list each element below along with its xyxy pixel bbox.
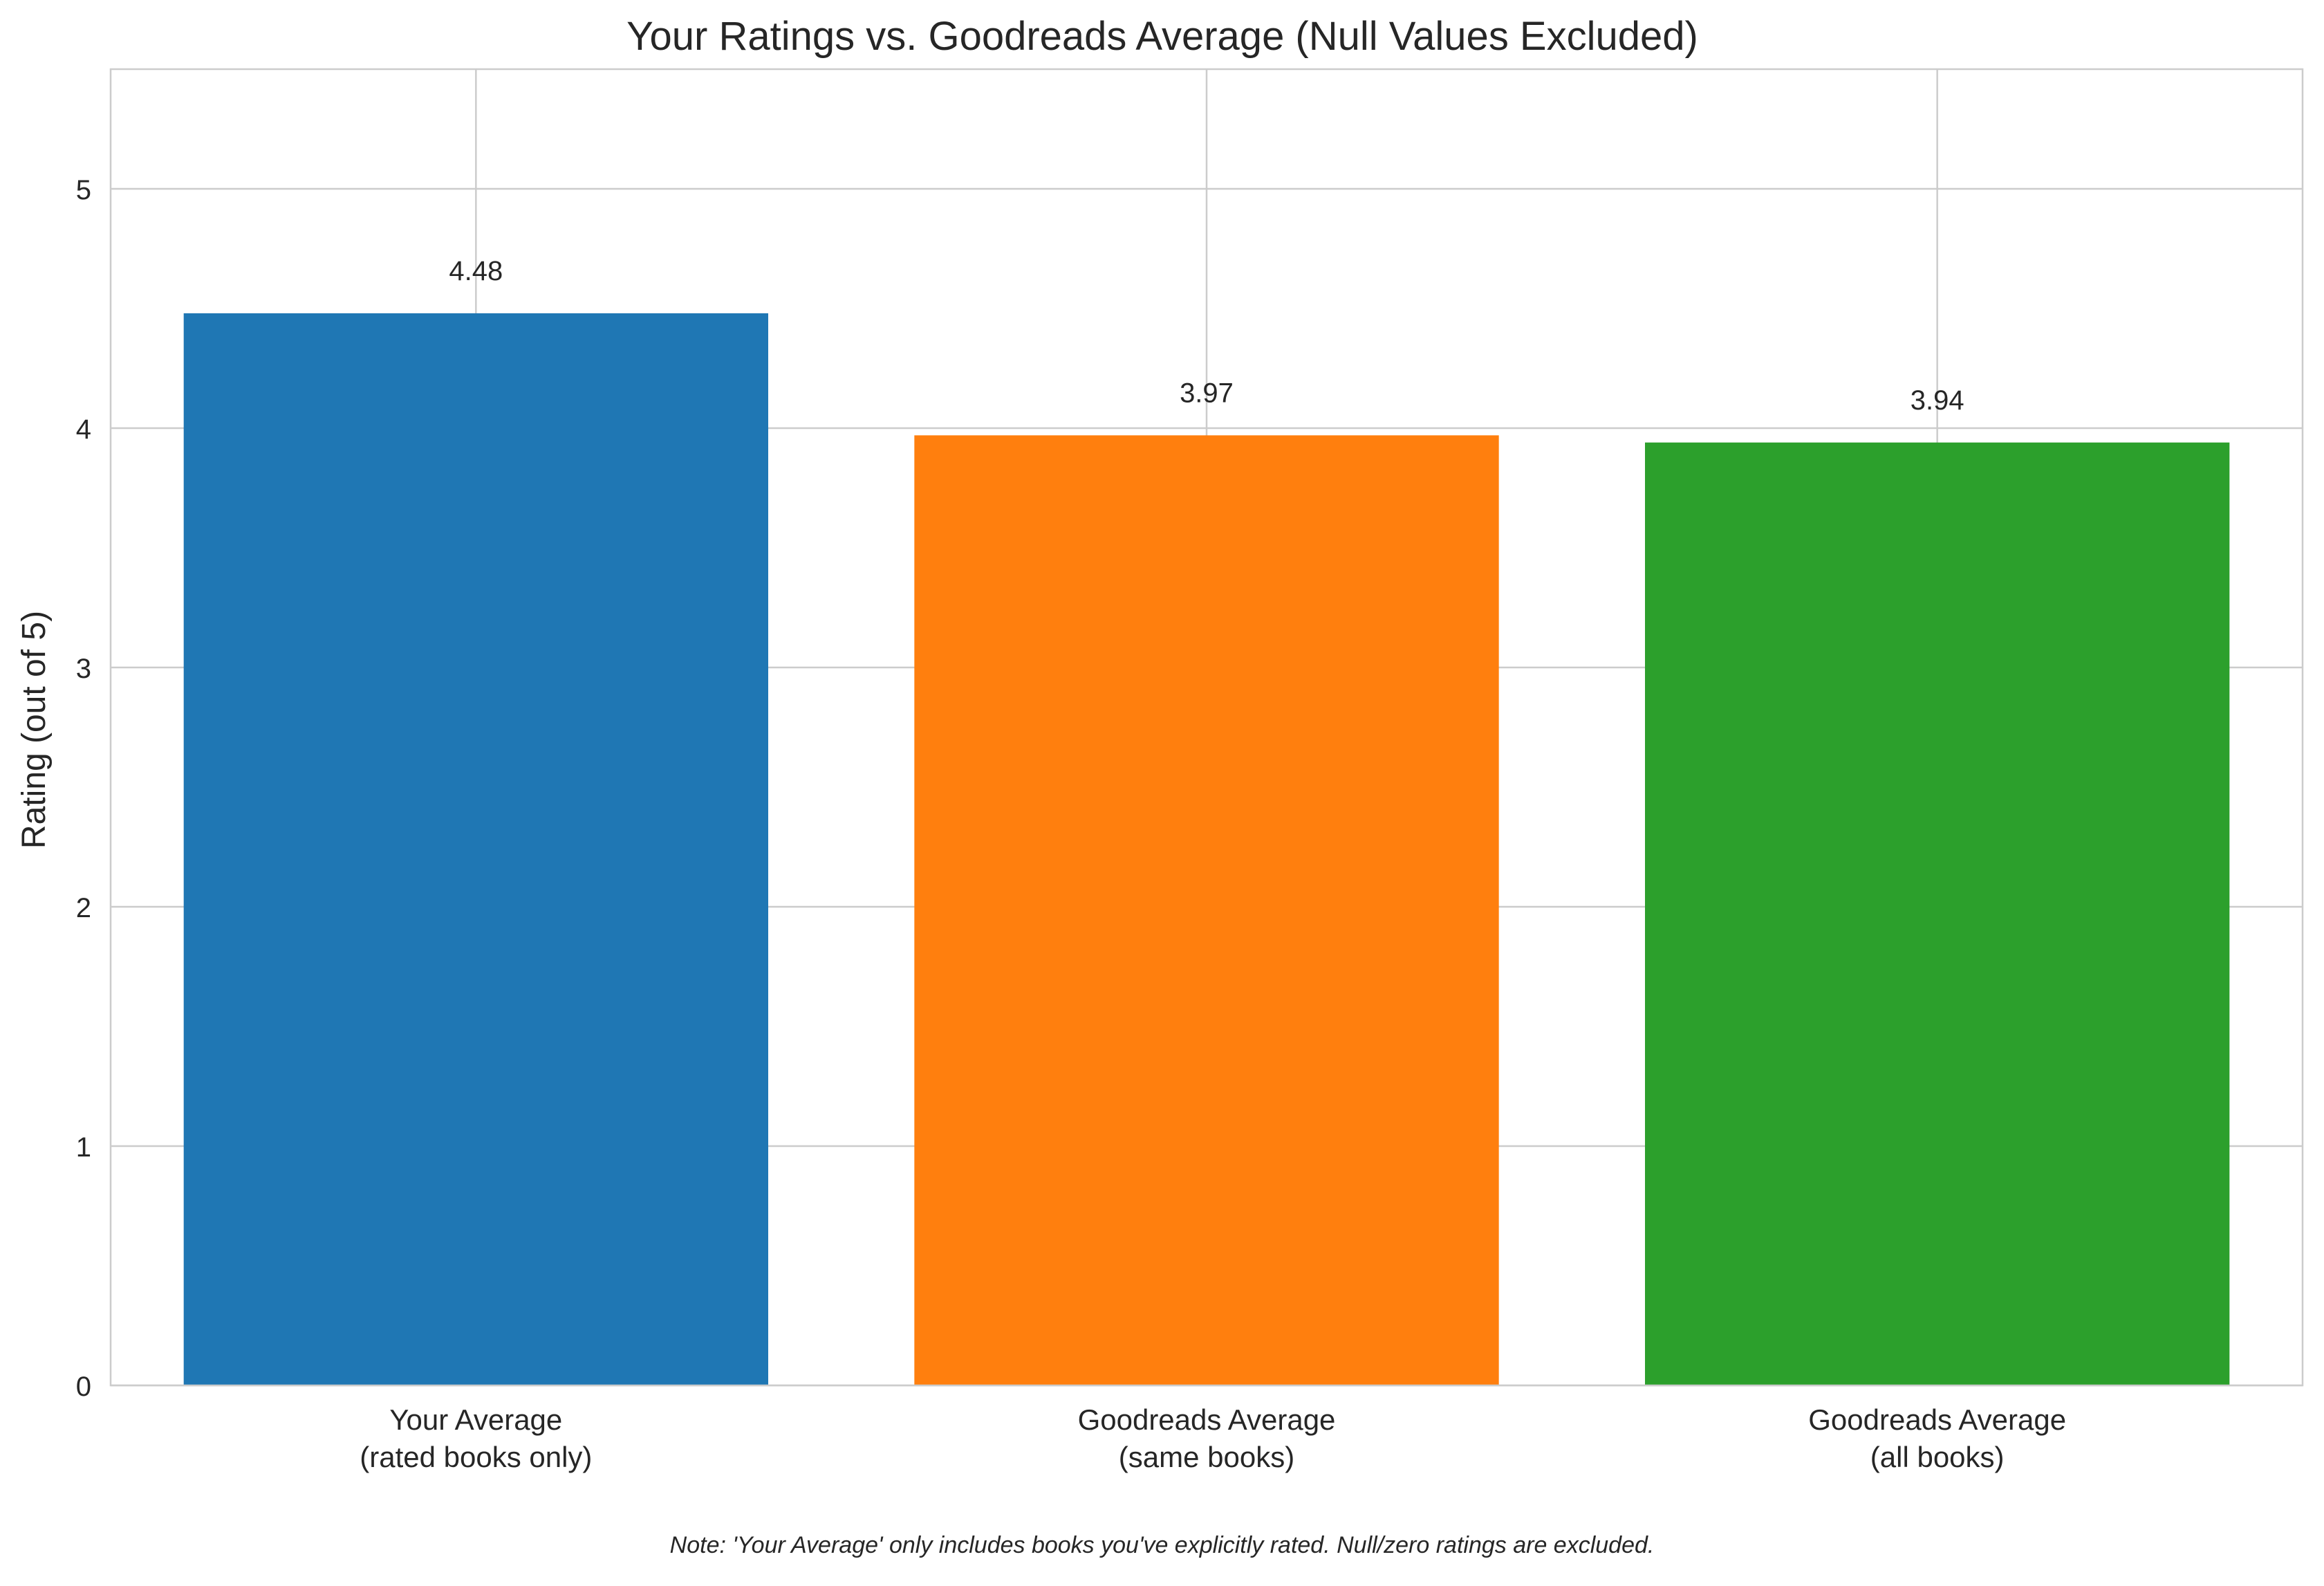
x-tick-label: (rated books only) — [360, 1441, 592, 1473]
footnote: Note: 'Your Average' only includes books… — [669, 1532, 1655, 1558]
bars — [183, 313, 2230, 1385]
y-tick-label: 1 — [76, 1132, 91, 1163]
data-label: 4.48 — [449, 256, 503, 286]
bar — [914, 435, 1499, 1385]
plot-frame — [109, 68, 2304, 1387]
y-tick-label: 2 — [76, 893, 91, 923]
y-tick-label: 3 — [76, 654, 91, 684]
x-tick-label: Your Average — [389, 1403, 562, 1436]
chart-title: Your Ratings vs. Goodreads Average (Null… — [626, 14, 1698, 59]
x-tick-label: Goodreads Average — [1078, 1403, 1336, 1436]
x-tick-label: Goodreads Average — [1808, 1403, 2066, 1436]
labels: 0 1 2 3 4 5 4.48 Your Average (rated books only)… — [76, 175, 2066, 1473]
y-tick-label: 5 — [76, 175, 91, 205]
y-tick-label: 0 — [76, 1372, 91, 1402]
bar — [183, 313, 769, 1385]
bar — [1645, 442, 2230, 1385]
data-label: 3.94 — [1911, 385, 1964, 416]
data-label: 3.97 — [1180, 378, 1234, 408]
y-axis-label: Rating (out of 5) — [16, 611, 53, 849]
x-tick-label: (all books) — [1870, 1441, 2005, 1473]
y-tick-label: 4 — [76, 414, 91, 445]
x-tick-label: (same books) — [1119, 1441, 1294, 1473]
